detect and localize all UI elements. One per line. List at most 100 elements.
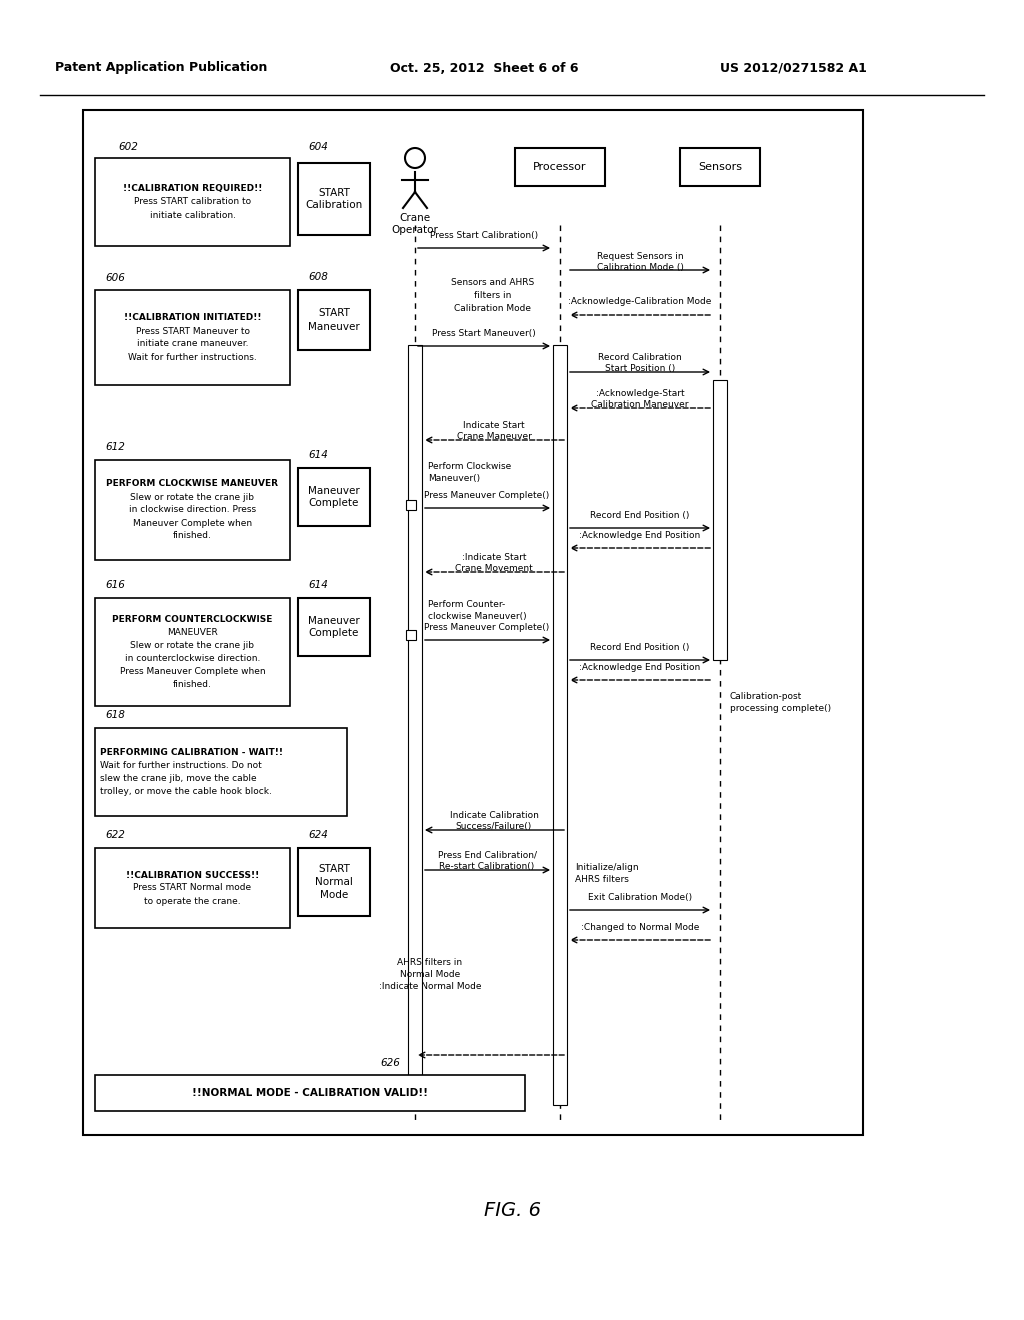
Text: filters in: filters in [474,290,512,300]
Bar [298,162,370,235]
Text: 624: 624 [308,830,328,840]
Text: Sensors: Sensors [698,162,742,172]
Text: Re-start Calibration(): Re-start Calibration() [439,862,535,871]
Text: 612: 612 [105,442,125,451]
Text: Normal Mode: Normal Mode [400,970,460,979]
Text: Maneuver: Maneuver [308,322,359,331]
Text: Success/Failure(): Success/Failure() [456,822,532,832]
Text: in counterclockwise direction.: in counterclockwise direction. [125,653,260,663]
Text: Indicate Calibration: Indicate Calibration [450,810,539,820]
Text: Slew or rotate the crane jib: Slew or rotate the crane jib [130,492,255,502]
Text: :Acknowledge End Position: :Acknowledge End Position [580,663,700,672]
Text: Mode: Mode [319,890,348,900]
Text: Press START Maneuver to: Press START Maneuver to [135,326,250,335]
Text: Complete: Complete [309,628,359,639]
Text: Crane Movement: Crane Movement [455,564,532,573]
Text: Calibration Mode: Calibration Mode [455,304,531,313]
Text: Slew or rotate the crane jib: Slew or rotate the crane jib [130,642,255,649]
Text: Record Calibration: Record Calibration [598,352,682,362]
Text: Complete: Complete [309,499,359,508]
Bar [83,110,863,1135]
Text: Start Position (): Start Position () [605,364,675,374]
Text: Wait for further instructions.: Wait for further instructions. [128,352,257,362]
Text: Perform Clockwise: Perform Clockwise [428,462,511,471]
Bar [298,598,370,656]
Bar [298,290,370,350]
Text: Calibration Maneuver: Calibration Maneuver [591,400,689,409]
Text: :Indicate Start: :Indicate Start [462,553,526,562]
Text: in clockwise direction. Press: in clockwise direction. Press [129,506,256,515]
Text: Record End Position (): Record End Position () [590,643,690,652]
Text: Indicate Start: Indicate Start [463,421,525,430]
Bar [406,500,416,510]
Text: PERFORM COUNTERCLOCKWISE: PERFORM COUNTERCLOCKWISE [113,615,272,624]
Text: Maneuver: Maneuver [308,486,359,495]
Text: trolley, or move the cable hook block.: trolley, or move the cable hook block. [100,787,272,796]
Text: !!NORMAL MODE - CALIBRATION VALID!!: !!NORMAL MODE - CALIBRATION VALID!! [193,1088,428,1098]
Bar [95,598,290,706]
Text: :Acknowledge-Start: :Acknowledge-Start [596,389,684,399]
Text: :Acknowledge End Position: :Acknowledge End Position [580,531,700,540]
Bar [515,148,605,186]
Text: Processor: Processor [534,162,587,172]
Text: Press START Normal mode: Press START Normal mode [133,883,252,892]
Text: Press Maneuver Complete(): Press Maneuver Complete() [424,623,550,632]
Text: initiate calibration.: initiate calibration. [150,210,236,219]
Bar [713,380,727,660]
Text: Press Start Calibration(): Press Start Calibration() [430,231,538,240]
Text: Oct. 25, 2012  Sheet 6 of 6: Oct. 25, 2012 Sheet 6 of 6 [390,62,579,74]
Text: :Indicate Normal Mode: :Indicate Normal Mode [379,982,481,991]
Text: 622: 622 [105,830,125,840]
Text: Request Sensors in: Request Sensors in [597,252,683,261]
Text: !!CALIBRATION REQUIRED!!: !!CALIBRATION REQUIRED!! [123,185,262,194]
Text: Record End Position (): Record End Position () [590,511,690,520]
Bar [95,158,290,246]
Bar [95,290,290,385]
Text: Sensors and AHRS: Sensors and AHRS [452,279,535,286]
Text: Maneuver Complete when: Maneuver Complete when [133,519,252,528]
Text: clockwise Maneuver(): clockwise Maneuver() [428,612,526,620]
Text: 604: 604 [308,143,328,152]
Text: initiate crane maneuver.: initiate crane maneuver. [137,339,248,348]
Text: finished.: finished. [173,680,212,689]
Text: Crane Maneuver: Crane Maneuver [457,432,531,441]
Text: Press Maneuver Complete when: Press Maneuver Complete when [120,667,265,676]
Text: AHRS filters: AHRS filters [575,875,629,884]
Text: 614: 614 [308,579,328,590]
Text: processing complete(): processing complete() [730,704,831,713]
Text: 616: 616 [105,579,125,590]
Text: AHRS filters in: AHRS filters in [397,958,463,968]
Bar [298,469,370,525]
Text: Perform Counter-: Perform Counter- [428,601,505,609]
Bar [406,630,416,640]
Bar [95,1074,525,1111]
Text: PERFORMING CALIBRATION - WAIT!!: PERFORMING CALIBRATION - WAIT!! [100,748,283,756]
Bar [408,345,422,1105]
Text: START: START [318,309,350,318]
Bar [95,459,290,560]
Bar [95,847,290,928]
Text: Press START calibration to: Press START calibration to [134,198,251,206]
Text: Press Start Maneuver(): Press Start Maneuver() [432,329,536,338]
Text: finished.: finished. [173,532,212,540]
Text: Initialize/align: Initialize/align [575,863,639,873]
Text: MANEUVER: MANEUVER [167,628,218,638]
Text: START: START [318,865,350,874]
Text: Patent Application Publication: Patent Application Publication [55,62,267,74]
Text: :Acknowledge-Calibration Mode: :Acknowledge-Calibration Mode [568,297,712,306]
Text: FIG. 6: FIG. 6 [483,1200,541,1220]
Bar [95,729,347,816]
Bar [680,148,760,186]
Text: 614: 614 [308,450,328,459]
Text: Calibration Mode (): Calibration Mode () [597,263,683,272]
Text: 626: 626 [380,1059,400,1068]
Text: 608: 608 [308,272,328,282]
Text: 606: 606 [105,273,125,282]
Text: slew the crane jib, move the cable: slew the crane jib, move the cable [100,774,257,783]
Text: PERFORM CLOCKWISE MANEUVER: PERFORM CLOCKWISE MANEUVER [106,479,279,488]
Text: !!CALIBRATION SUCCESS!!: !!CALIBRATION SUCCESS!! [126,870,259,879]
Text: !!CALIBRATION INITIATED!!: !!CALIBRATION INITIATED!! [124,314,261,322]
Text: :Changed to Normal Mode: :Changed to Normal Mode [581,923,699,932]
Text: 602: 602 [118,143,138,152]
Bar [553,345,567,1105]
